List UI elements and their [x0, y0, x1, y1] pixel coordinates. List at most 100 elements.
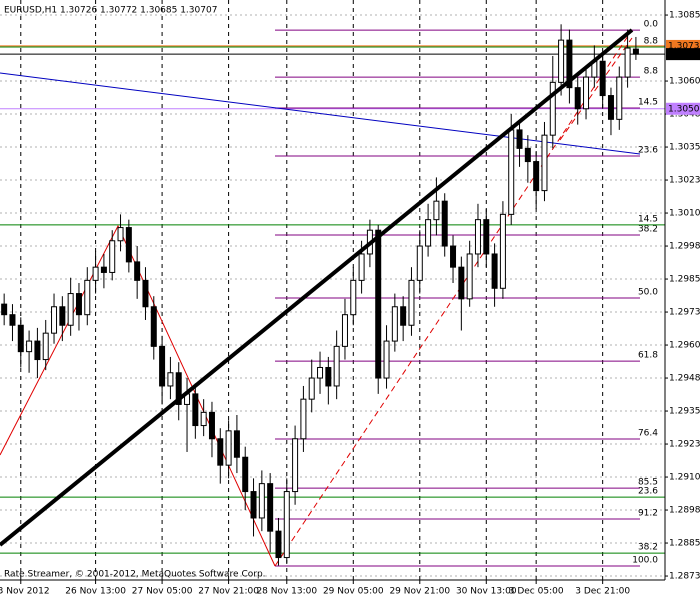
fibo-label: 38.2 [638, 224, 658, 234]
candle-body [341, 314, 348, 347]
y-tick-label: 1.30605 [669, 77, 700, 87]
candle-body [632, 48, 639, 55]
candle-body [350, 279, 357, 316]
candle-body [433, 200, 440, 221]
candle-body [458, 266, 465, 300]
candle-body [483, 219, 490, 255]
x-tick-label: 29 Nov 05:00 [323, 587, 384, 597]
candle-body [408, 279, 415, 326]
candle-body [358, 253, 365, 281]
x-tick-label: 23 Nov 2012 [0, 587, 50, 597]
fibo-label: 0.0 [644, 20, 659, 30]
fibo-label: 61.8 [638, 351, 658, 361]
candle-body [9, 314, 16, 326]
fibo-label: 91.2 [638, 509, 658, 519]
zigzag [274, 29, 633, 567]
candle-body [516, 129, 523, 149]
candle-body [441, 200, 448, 247]
candle-body [42, 332, 49, 361]
fibo-label: 14.5 [638, 97, 658, 107]
price-label-box [666, 48, 700, 61]
candle-body [75, 293, 82, 316]
candle-body [474, 219, 481, 255]
candle-body [283, 491, 290, 559]
candle-body [159, 345, 166, 387]
candle-body [142, 279, 149, 308]
candle-body [267, 483, 274, 532]
candle-body [524, 147, 531, 163]
y-tick-label: 1.29855 [669, 275, 700, 285]
candle-body [1, 303, 8, 316]
price-label: 1.30500 [668, 104, 700, 114]
y-tick-label: 1.30855 [669, 11, 700, 21]
price-label: 1.30707 [668, 50, 700, 60]
candle-body [233, 430, 240, 458]
candle-body [566, 39, 573, 89]
candle-body [325, 366, 332, 387]
candle-body [175, 372, 182, 405]
candle-body [84, 279, 91, 316]
fibo-label: 50.0 [638, 288, 658, 298]
fibo-label: 85.5 [638, 478, 658, 488]
candle-body [117, 227, 124, 242]
candle-body [275, 530, 282, 559]
candle-body [541, 134, 548, 192]
y-tick-label: 1.28730 [669, 572, 700, 582]
candle-body [499, 213, 506, 289]
candle-body [17, 324, 24, 353]
fibo-label: 38.2 [638, 543, 658, 553]
candle-body [425, 219, 432, 247]
price-label: 1.30738 [668, 41, 700, 51]
footer: Rate Streamer, © 2001-2012, MetaQuotes S… [4, 570, 266, 580]
candle-body [599, 60, 606, 97]
candle-body [533, 161, 540, 192]
candle-body [391, 306, 398, 342]
y-tick-label: 1.28980 [669, 506, 700, 516]
y-tick-label: 1.30355 [669, 143, 700, 153]
candle-body [67, 293, 74, 326]
trend-line [0, 72, 641, 155]
fibo-label: 23.6 [638, 146, 658, 156]
candle-body [574, 87, 581, 110]
candle-body [192, 393, 199, 427]
candle-body [383, 340, 390, 379]
fibo-label: 23.6 [638, 487, 658, 497]
candle-body [549, 81, 556, 136]
candle-body [416, 245, 423, 281]
candle-body [375, 229, 382, 379]
price-label-box [666, 102, 700, 115]
y-tick-label: 1.29230 [669, 440, 700, 450]
y-tick-label: 1.28855 [669, 539, 700, 549]
candle-body [333, 345, 340, 387]
candle-body [258, 483, 265, 519]
axes: 1.308551.306051.304801.303551.302301.301… [0, 11, 700, 597]
candle-body [400, 306, 407, 326]
chart-title: EURUSD,H1 1.30726 1.30772 1.30685 1.3070… [4, 6, 217, 16]
candle-body [242, 456, 249, 493]
candle-body [616, 76, 623, 120]
candle-body [225, 430, 232, 466]
x-tick-label: 29 Nov 21:00 [389, 587, 450, 597]
candle-body [558, 39, 565, 83]
y-tick-label: 1.29605 [669, 341, 700, 351]
candle-body [491, 253, 498, 289]
candle-body [167, 372, 174, 387]
candle-body [134, 261, 141, 281]
trend-line [0, 28, 634, 547]
fibo-label: 100.0 [632, 556, 658, 566]
y-tick-label: 1.29355 [669, 407, 700, 417]
x-tick-label: 27 Nov 21:00 [198, 587, 259, 597]
fibo-label: 14.5 [638, 214, 658, 224]
y-tick-label: 1.29105 [669, 473, 700, 483]
candle-body [51, 306, 58, 334]
y-tick-label: 1.29480 [669, 374, 700, 384]
fibonacci: 0.0 8.8 14.5 23.6 38.2 50.0 61.8 76.4 85.5 91.2 10… [0, 20, 665, 567]
candle-body [466, 253, 473, 300]
candle-body [308, 377, 315, 400]
y-tick-label: 1.30105 [669, 209, 700, 219]
fibo-label: 8.8 [644, 36, 659, 46]
y-tick-label: 1.29980 [669, 242, 700, 252]
candle-body [150, 306, 157, 347]
candle-body [217, 438, 224, 466]
